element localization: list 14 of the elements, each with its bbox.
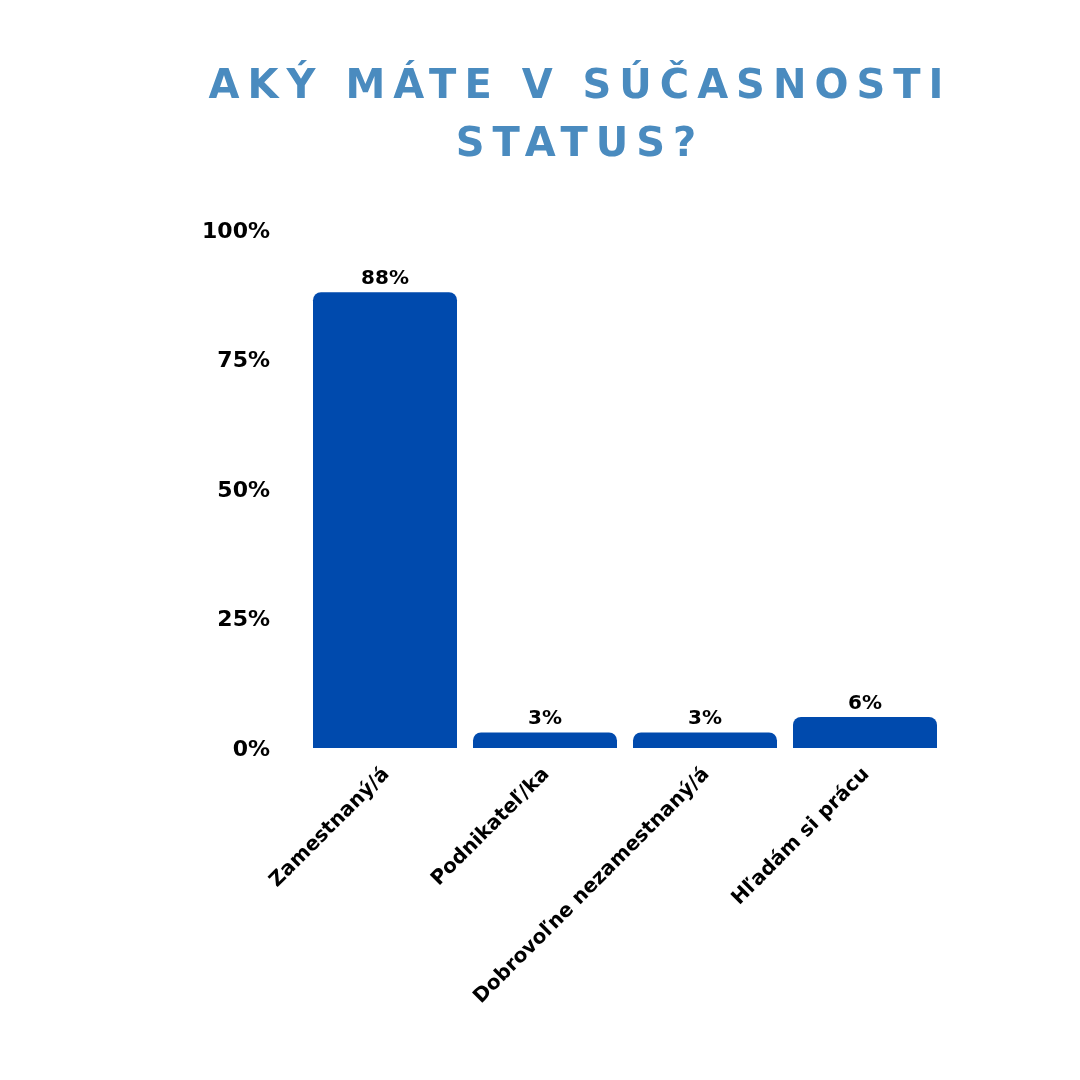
y-tick-label: 0% [232,735,270,761]
y-tick-label: 75% [217,347,270,372]
data-label: 3% [688,705,722,730]
bar [473,732,617,748]
chart-title: AKÝ MÁTE V SÚČASNOSTI STATUS? [207,59,953,167]
bar [793,716,937,748]
bar [633,732,777,748]
y-tick-label: 50% [217,476,270,502]
y-tick-label: 25% [217,606,270,631]
bar [313,292,457,748]
data-label: 88% [361,265,409,290]
data-label: 6% [848,689,882,714]
y-tick-label: 100% [202,217,270,243]
data-label: 3% [528,705,562,730]
